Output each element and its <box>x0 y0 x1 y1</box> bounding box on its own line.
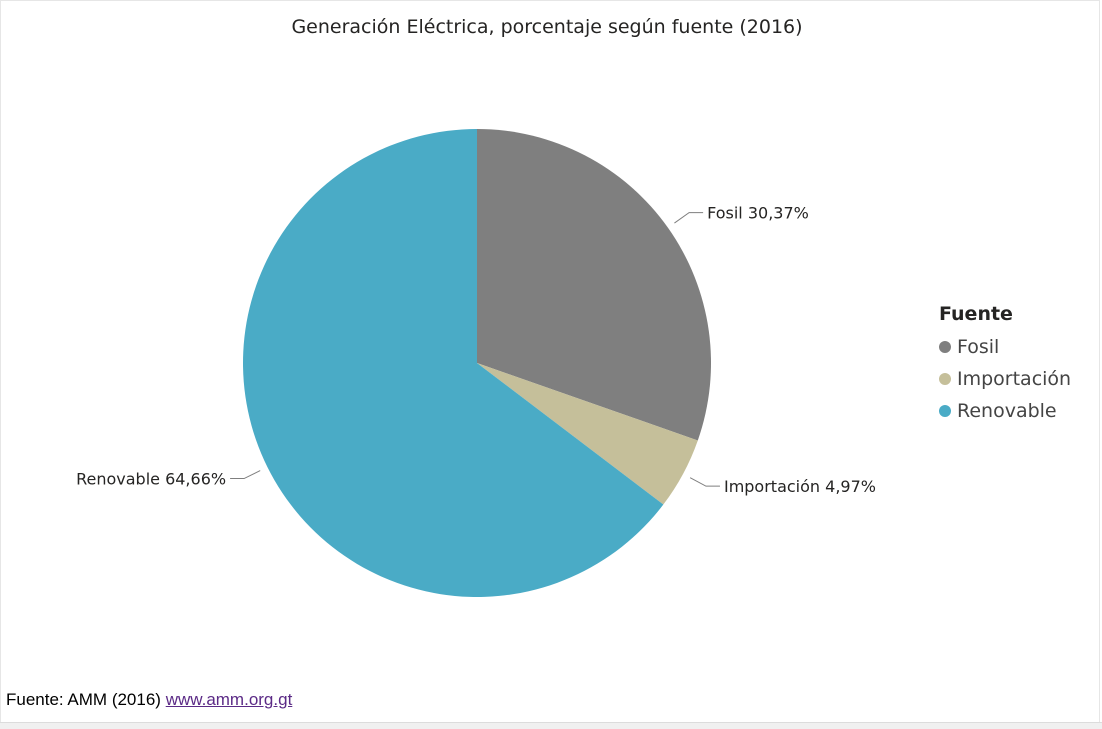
legend-item-renovable[interactable]: Renovable <box>939 395 1071 427</box>
leader-line-renovable <box>230 470 261 480</box>
data-label-fosil: Fosil 30,37% <box>707 204 809 223</box>
bottom-divider <box>0 722 1102 729</box>
legend-dot-fosil <box>939 341 951 353</box>
pie-slice-importacion[interactable] <box>477 363 698 505</box>
pie-slice-renovable[interactable] <box>242 129 664 597</box>
legend-item-importacion[interactable]: Importación <box>939 363 1071 395</box>
legend-label-importacion: Importación <box>957 368 1072 390</box>
legend-label-renovable: Renovable <box>957 400 1057 422</box>
pie-slice-fosil[interactable] <box>477 129 711 441</box>
legend-dot-renovable <box>939 405 951 417</box>
legend-label-fosil: Fosil <box>957 336 1000 358</box>
leader-line-fosil <box>674 212 704 224</box>
legend-title: Fuente <box>939 303 1013 325</box>
legend: Fuente Fosil Importación Renovable <box>939 303 1071 427</box>
data-label-importacion: Importación 4,97% <box>724 477 876 496</box>
source-note: Fuente: AMM (2016) www.amm.org.gt <box>6 690 292 710</box>
legend-item-fosil[interactable]: Fosil <box>939 331 1071 363</box>
source-link[interactable]: www.amm.org.gt <box>165 690 293 709</box>
data-label-renovable: Renovable 64,66% <box>76 470 226 489</box>
legend-dot-importacion <box>939 373 951 385</box>
source-prefix: Fuente: AMM (2016) <box>6 690 161 709</box>
leader-line-importacion <box>689 477 720 487</box>
chart-title: Generación Eléctrica, porcentaje según f… <box>291 16 803 38</box>
